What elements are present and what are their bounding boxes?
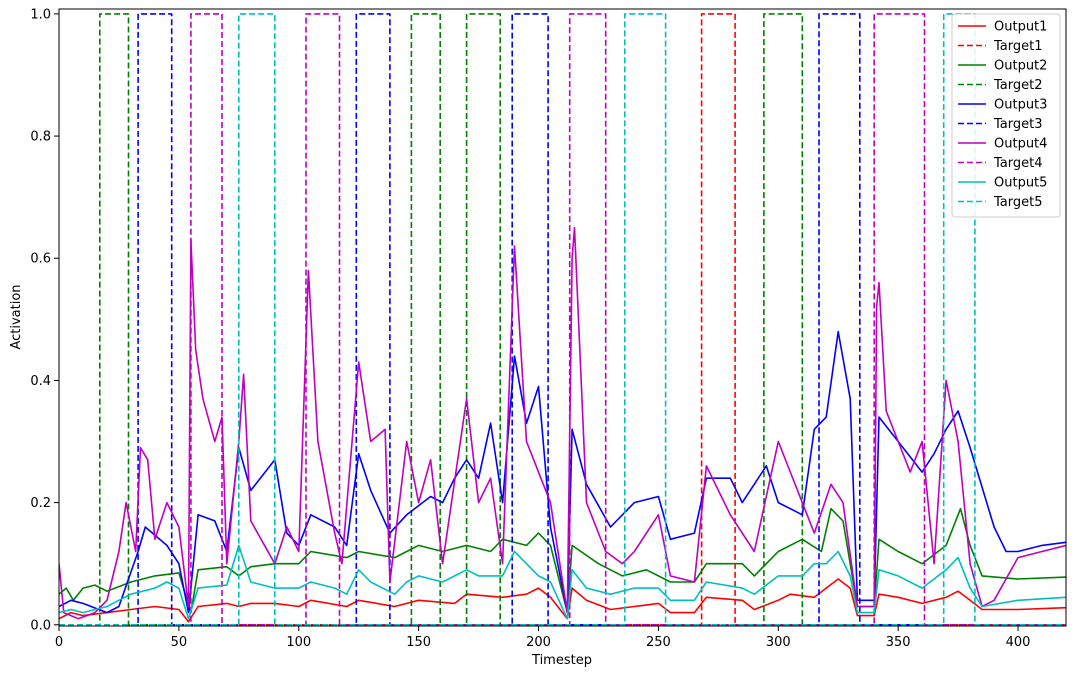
y-tick-label: 0.6 [30,252,51,267]
legend-label-target3: Target3 [993,117,1043,132]
x-tick-label: 150 [406,635,431,650]
x-tick-label: 0 [55,635,63,650]
legend: Output1 Target1 Output2 Target2 Output3 Targe… [951,13,1061,218]
x-tick-label: 400 [1006,635,1031,650]
y-tick-label: 0.2 [30,496,51,511]
y-tick-label: 1.0 [30,7,51,22]
legend-label-output4: Output4 [994,137,1047,152]
x-tick-label: 200 [526,635,551,650]
legend-label-output5: Output5 [994,176,1047,191]
series-output5 [59,544,1066,620]
x-tick-label: 50 [171,635,188,650]
y-tick-label: 0.8 [30,130,51,145]
x-tick-label: 100 [286,635,311,650]
x-tick-label: 250 [646,635,671,650]
legend-label-output1: Output1 [994,20,1047,35]
series-target4 [59,13,1066,626]
legend-label-target5: Target5 [993,195,1043,210]
series-output1 [59,578,1066,623]
legend-label-target1: Target1 [993,39,1043,54]
legend-label-target2: Target2 [993,78,1043,93]
y-tick-label: 0.0 [30,618,51,633]
x-axis-label: Timestep [531,653,592,668]
series-output3 [59,330,1066,614]
x-tick-label: 350 [886,635,911,650]
plot-background [59,9,1066,626]
legend-label-output3: Output3 [994,98,1047,113]
legend-label-target4: Target4 [993,156,1043,171]
x-tick-label: 300 [766,635,791,650]
y-axis-label: Activation [9,284,24,349]
plot-frame [58,8,1067,627]
y-tick-label: 0.4 [30,374,51,389]
series-output4 [59,226,1066,620]
legend-label-output2: Output2 [994,59,1047,74]
